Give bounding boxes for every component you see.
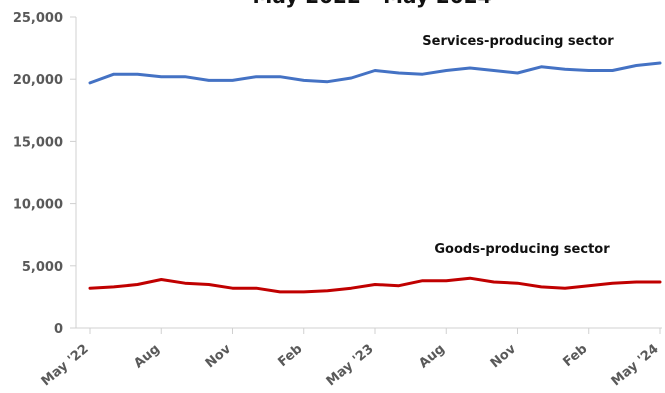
services-producing-sector-line [88, 61, 662, 85]
series-lines [88, 61, 662, 294]
x-tick-label: Aug [416, 342, 448, 372]
y-tick-label: 15,000 [13, 135, 63, 150]
y-tick-label: 5,000 [22, 260, 63, 275]
y-tick-label: 20,000 [13, 73, 63, 88]
y-tick-label: 10,000 [13, 198, 63, 213]
series-labels: Services-producing sector Goods-producing… [422, 34, 614, 257]
x-tick-label: May '24 [609, 342, 662, 390]
y-tick-label: 25,000 [13, 11, 63, 26]
x-tick-label: Nov [488, 341, 520, 371]
x-tick-label: Feb [560, 342, 590, 371]
services-producing-sector-label: Services-producing sector [422, 34, 614, 49]
x-tick-label: May '22 [39, 342, 92, 390]
x-tick-label: May '23 [324, 342, 377, 390]
y-tick-label: 0 [54, 322, 63, 337]
chart-title: May 2022 - May 2024 [252, 0, 491, 8]
y-axis-ticks: 0 5,000 10,000 15,000 20,000 25,000 [13, 11, 76, 337]
x-tick-label: Aug [131, 342, 163, 372]
goods-producing-sector-line [88, 276, 662, 294]
x-tick-label: Nov [203, 341, 235, 371]
x-tick-label: Feb [275, 342, 305, 371]
goods-producing-sector-label: Goods-producing sector [434, 242, 610, 257]
x-axis-ticks: May '22 Aug Nov Feb May '23 Aug Nov Feb May '24 [39, 328, 662, 389]
